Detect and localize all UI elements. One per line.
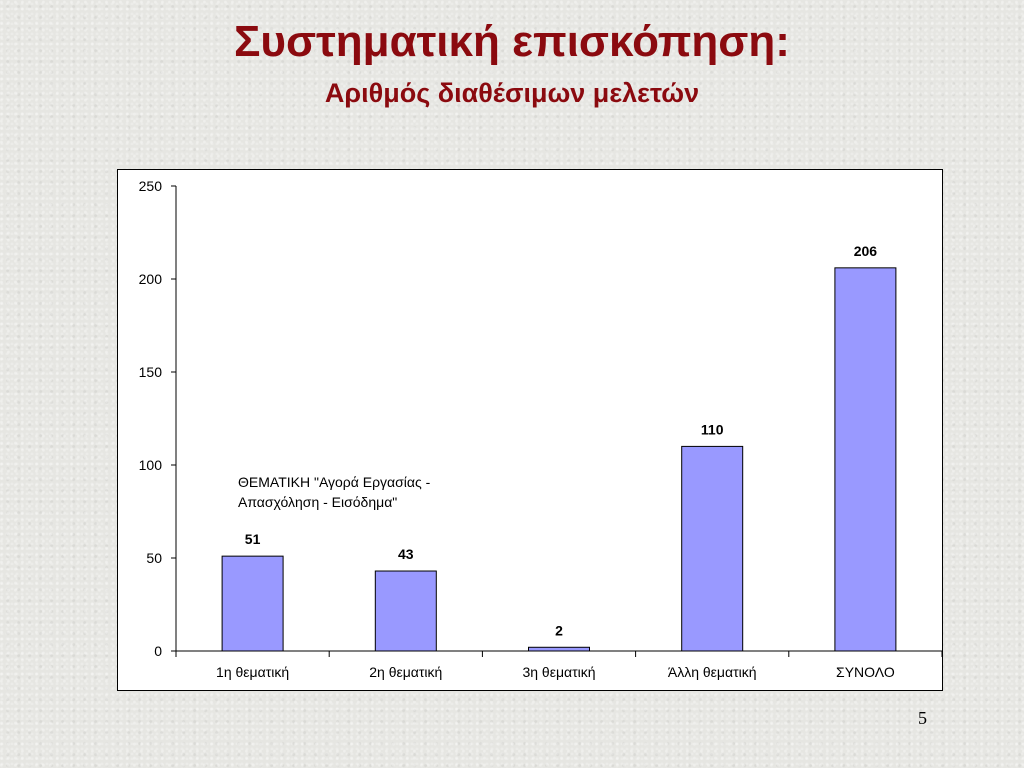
bar-chart: 0 50 100 150 200 250 51 1η θεματική 43 2η θεματικ… — [139, 178, 942, 680]
data-label: 2 — [555, 622, 563, 638]
data-label: 206 — [854, 243, 878, 259]
data-label: 51 — [245, 531, 261, 547]
data-label: 43 — [398, 546, 414, 562]
annotation-line-1: ΘΕΜΑΤΙΚΗ "Αγορά Εργασίας - — [238, 474, 431, 490]
bar — [528, 646, 590, 652]
y-tick-label: 100 — [139, 457, 163, 473]
y-tick-label: 50 — [146, 550, 162, 566]
x-tick-label: Άλλη θεματική — [668, 664, 757, 680]
bar — [834, 267, 897, 652]
slide-title: Συστηματική επισκόπηση: — [234, 17, 790, 66]
slide-subtitle: Αριθμός διαθέσιμων μελετών — [324, 78, 700, 108]
data-label: 110 — [701, 421, 724, 437]
page-number: 5 — [918, 708, 927, 728]
chart-frame: 0 50 100 150 200 250 51 1η θεματική 43 2η θεματικ… — [117, 169, 943, 691]
y-tick-label: 200 — [139, 271, 163, 287]
bar — [374, 570, 437, 652]
bar — [681, 445, 744, 652]
x-tick-label: 2η θεματική — [369, 664, 442, 680]
x-tick-label: ΣΥΝΟΛΟ — [836, 664, 895, 680]
x-tick-label: 3η θεματική — [522, 664, 595, 680]
x-tick-label: 1η θεματική — [216, 664, 289, 680]
bar — [221, 555, 284, 652]
y-tick-label: 250 — [139, 178, 163, 194]
y-tick-label: 150 — [139, 364, 163, 380]
y-tick-label: 0 — [154, 643, 162, 659]
annotation-line-2: Απασχόληση - Εισόδημα" — [238, 494, 398, 510]
chart-annotation: ΘΕΜΑΤΙΚΗ "Αγορά Εργασίας - Απασχόληση - … — [238, 472, 538, 512]
